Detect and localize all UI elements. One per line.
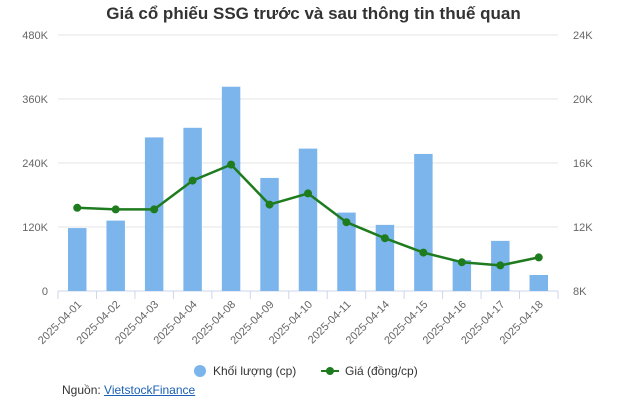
price-point (111, 205, 120, 214)
price-point (457, 258, 466, 267)
price-point (304, 189, 312, 198)
legend-volume-label[interactable]: Khối lượng (cp) (213, 364, 296, 378)
legend[interactable]: Khối lượng (cp) Giá (đồng/cp) (194, 364, 418, 378)
price-point (227, 160, 236, 169)
right-axis-tick-label: 8K (573, 286, 587, 298)
left-axis-tick-label: 240K (22, 158, 48, 170)
volume-bars (68, 86, 548, 291)
price-point (188, 176, 197, 185)
volume-bar (260, 177, 279, 291)
legend-price-marker (326, 367, 334, 375)
volume-bar (183, 127, 202, 291)
price-line (73, 160, 543, 270)
price-point (496, 261, 505, 270)
chart-title: Giá cổ phiếu SSG trước và sau thông tin … (106, 4, 521, 23)
left-axis-tick-label: 480K (22, 30, 48, 42)
volume-bar (452, 260, 472, 291)
legend-price-label[interactable]: Giá (đồng/cp) (345, 364, 418, 378)
price-point (150, 205, 159, 214)
left-axis-labels: 0 120K 240K 360K 480K (22, 30, 48, 298)
volume-bar (106, 220, 125, 291)
volume-bar (144, 137, 164, 291)
right-axis-tick-label: 16K (573, 158, 593, 170)
price-point (342, 218, 351, 227)
right-axis-tick-label: 12K (573, 222, 593, 234)
x-axis-labels: 2025-04-012025-04-022025-04-032025-04-04… (36, 299, 546, 347)
left-axis-tick-label: 360K (22, 94, 48, 106)
right-axis-tick-label: 24K (573, 30, 593, 42)
right-axis-labels: 8K 12K 16K 20K 24K (573, 30, 593, 298)
price-point (380, 234, 389, 243)
volume-bar (298, 148, 318, 291)
price-point (419, 248, 428, 257)
source-link[interactable]: VietstockFinance (104, 383, 196, 397)
volume-bar (375, 224, 395, 291)
left-axis-tick-label: 0 (42, 286, 48, 298)
price-point (265, 200, 274, 209)
volume-bar (529, 275, 548, 291)
right-axis-tick-label: 20K (573, 94, 593, 106)
volume-bar (337, 212, 356, 291)
left-axis-tick-label: 120K (22, 222, 48, 234)
price-point (534, 253, 543, 262)
legend-volume-marker (194, 365, 206, 377)
volume-bar (221, 86, 241, 291)
source-label: Nguồn: (62, 383, 105, 397)
source-line: Nguồn: VietstockFinance (62, 383, 195, 397)
volume-bar (414, 153, 433, 291)
volume-bar (68, 228, 87, 291)
price-point (73, 203, 82, 212)
